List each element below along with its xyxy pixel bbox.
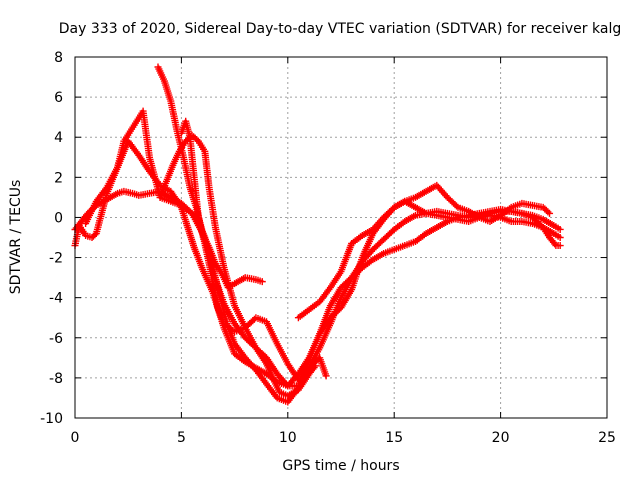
x-tick-label: 25 [598,430,616,446]
plot-frame [74,56,608,419]
x-tick-label: 10 [279,430,297,446]
y-tick-label: -2 [49,251,63,267]
data-point [258,278,266,286]
x-tick-label: 15 [385,430,403,446]
x-tick-label: 5 [177,430,186,446]
grid-lines [75,57,607,418]
x-tick-label: 20 [492,430,510,446]
y-tick-label: 8 [54,50,63,66]
series-track-7 [294,197,564,322]
x-tick-label: 0 [71,430,80,446]
data-point [322,372,330,380]
y-tick-label: 2 [54,170,63,186]
y-axis-label: SDTVAR / TECUs [8,180,24,295]
y-tick-label: -4 [49,291,63,307]
data-point [556,234,564,241]
data-point [556,225,564,233]
y-tick-label: 6 [54,90,63,106]
data-series [71,63,564,406]
chart-title: Day 333 of 2020, Sidereal Day-to-day VTE… [59,21,621,37]
y-tick-label: -10 [40,411,63,427]
series-line [159,134,551,387]
data-point [546,209,554,217]
x-axis-label: GPS time / hours [282,458,399,474]
y-tick-label: 4 [54,130,63,146]
y-tick-label: 0 [54,210,63,226]
data-point [551,240,559,248]
y-tick-label: -6 [49,331,63,347]
data-point [556,242,564,250]
data-point [453,202,460,210]
axis-ticks: 0 5 10 15 20 25 -10 -8 -6 -4 -2 0 2 4 6 8 [40,50,616,446]
y-tick-label: -8 [49,371,63,387]
